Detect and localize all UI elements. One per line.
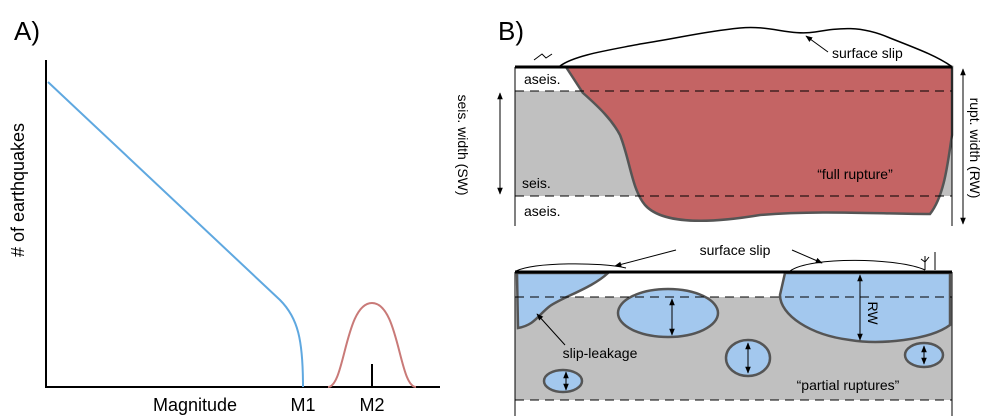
label: seis. [522,175,551,191]
label: slip-leakage [563,345,638,361]
surface-slip-curve [559,26,952,67]
panel-label: B) [498,16,524,46]
pointer [805,35,829,53]
label: RW [865,301,881,325]
full-rupture [563,65,954,222]
icon [920,252,936,270]
label: “partial ruptures” [797,377,900,393]
rupture-patch [542,368,584,394]
characteristic-bump [327,301,417,388]
icon [533,53,553,61]
surface-slip-curve [789,259,926,272]
label: “full rupture” [817,166,893,182]
panel-a: A) # of earthquakes Magnitude M1 M2 [8,16,440,415]
label: surface slip [832,45,903,61]
panel-b-bottom: surface slip slip-leakage RW “partial ru… [514,242,953,416]
rupture-patch [778,271,952,344]
panel-label: A) [14,16,40,46]
pointer [614,249,677,268]
label: seis. width (SW) [455,94,471,195]
surface-slip-curve [515,263,627,272]
rupture-patch [616,287,720,339]
pointer [791,249,823,264]
marker-label: M2 [359,395,384,415]
frequency-curve [47,81,304,388]
pointer [536,313,566,346]
label: aseis. [524,203,561,219]
label: rupt. width (RW) [967,98,983,199]
label: aseis. [524,71,561,87]
x-axis-label: Magnitude [153,395,237,415]
y-axis-label: # of earthquakes [8,123,28,257]
label: surface slip [700,242,771,258]
marker-label: M1 [290,395,315,415]
panel-b-top: B) surface slip aseis. seis. aseis. “ful… [455,16,983,226]
